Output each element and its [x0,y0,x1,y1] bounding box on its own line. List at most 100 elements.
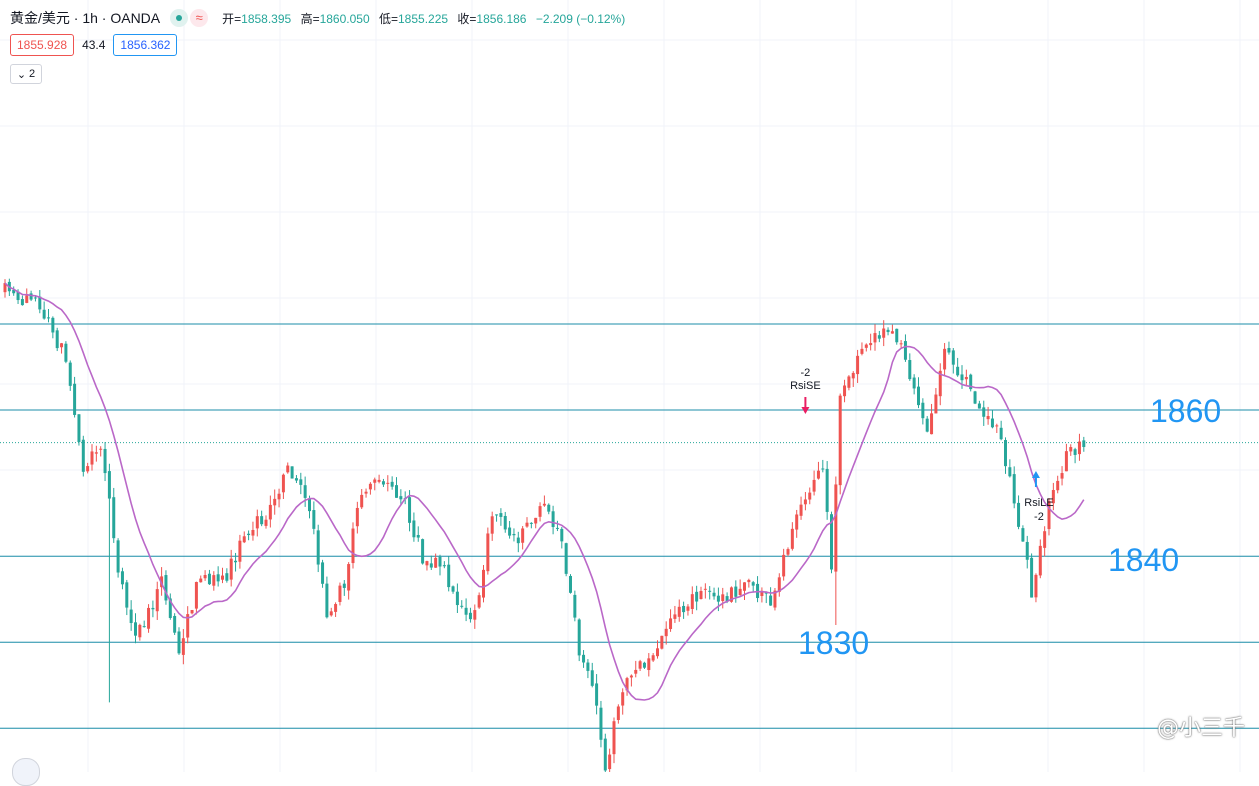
candle-body [595,683,599,706]
candle-body [216,574,220,582]
candle-body [147,607,151,629]
candle-body [321,562,325,584]
candle-body [225,573,229,581]
level-label-1830: 1830 [798,625,869,661]
candle-body [194,581,198,609]
candle-body [25,295,29,303]
candle-body [812,479,816,492]
candle-body [355,507,359,527]
candle-body [377,479,381,482]
buy-price-button[interactable]: 1856.362 [113,34,178,56]
candle-body [360,494,364,508]
low-value: 1855.225 [398,11,449,26]
candle-body [90,451,94,465]
candle-body [964,376,968,380]
candle-body [234,560,238,563]
candle-body [329,611,333,616]
candle-body [1073,449,1077,455]
candle-body [647,658,651,671]
ohlc-values: 开=1858.395 高=1860.050 低=1855.225 收=1856.… [222,10,625,27]
candle-body [1030,557,1034,598]
candle-body [560,528,564,542]
open-label: 开= [222,11,242,26]
indicators-toggle-button[interactable]: ⌄ 2 [10,64,42,84]
candle-body [308,498,311,512]
candle-body [960,374,964,381]
data-delay-icon: ≈ [190,9,209,27]
candle-body [303,485,307,498]
candle-body [743,582,746,591]
candle-body [473,610,477,620]
high-label: 高= [300,11,320,26]
candle-body [412,520,416,538]
change-value: −2.209 (−0.12%) [535,11,626,26]
moving-average-line [4,282,1085,701]
signal-sell-count: -2 [801,367,811,379]
symbol-title[interactable]: 黄金/美元 · 1h · OANDA [10,10,161,26]
chevron-down-icon: ⌄ [16,68,27,81]
spread-value: 43.4 [82,38,106,52]
candle-body [242,536,246,543]
candle-body [716,595,720,602]
candle-body [186,614,190,638]
candle-body [899,343,903,345]
candle-body [864,344,868,348]
candle-body [512,533,516,536]
candle-body [207,573,211,585]
candle-body [264,519,268,526]
candle-body [538,506,542,517]
candle-body [364,491,368,494]
candle-body [1051,489,1055,504]
candle-body [625,678,629,691]
candle-body [212,575,216,586]
candle-body [260,516,264,525]
candle-body [60,343,64,348]
candle-body [734,586,738,597]
candle-body [299,479,303,485]
candle-body [73,383,77,415]
candle-body [190,610,194,614]
candle-body [729,587,733,602]
settings-corner-icon[interactable] [12,758,40,786]
candle-body [164,575,168,601]
candle-body [1069,447,1073,452]
candle-body [947,347,951,353]
candle-body [55,330,59,349]
candle-body [825,468,829,512]
candle-body [1017,502,1021,527]
candle-body [525,522,529,527]
candle-body [273,498,277,506]
candle-body [486,533,490,572]
candle-body [464,607,468,615]
candle-body [499,513,503,517]
candle-body [638,661,642,669]
candle-body [995,425,999,427]
candle-body [477,595,481,608]
candle-body [908,360,912,380]
candle-body [555,527,559,529]
candle-body [268,504,272,520]
candle-body [877,335,881,339]
candle-body [577,619,581,656]
candle-body [395,485,398,498]
candle-body [138,624,142,638]
candle-body [508,527,512,536]
candle-body [312,510,316,529]
candle-body [42,309,46,319]
candle-body [434,557,438,568]
indicator-count: 2 [29,68,36,80]
candle-body [886,329,890,333]
candle-body [699,590,703,600]
sell-price-button[interactable]: 1855.928 [10,34,75,56]
candle-body [503,515,507,530]
candle-body [251,529,255,536]
candle-body [816,470,820,479]
candle-body [447,564,451,588]
candle-body [642,662,646,668]
candle-body [181,638,185,655]
candle-body [281,474,285,493]
candle-body [534,517,538,524]
candle-body [1008,467,1012,477]
candle-body [294,478,298,481]
